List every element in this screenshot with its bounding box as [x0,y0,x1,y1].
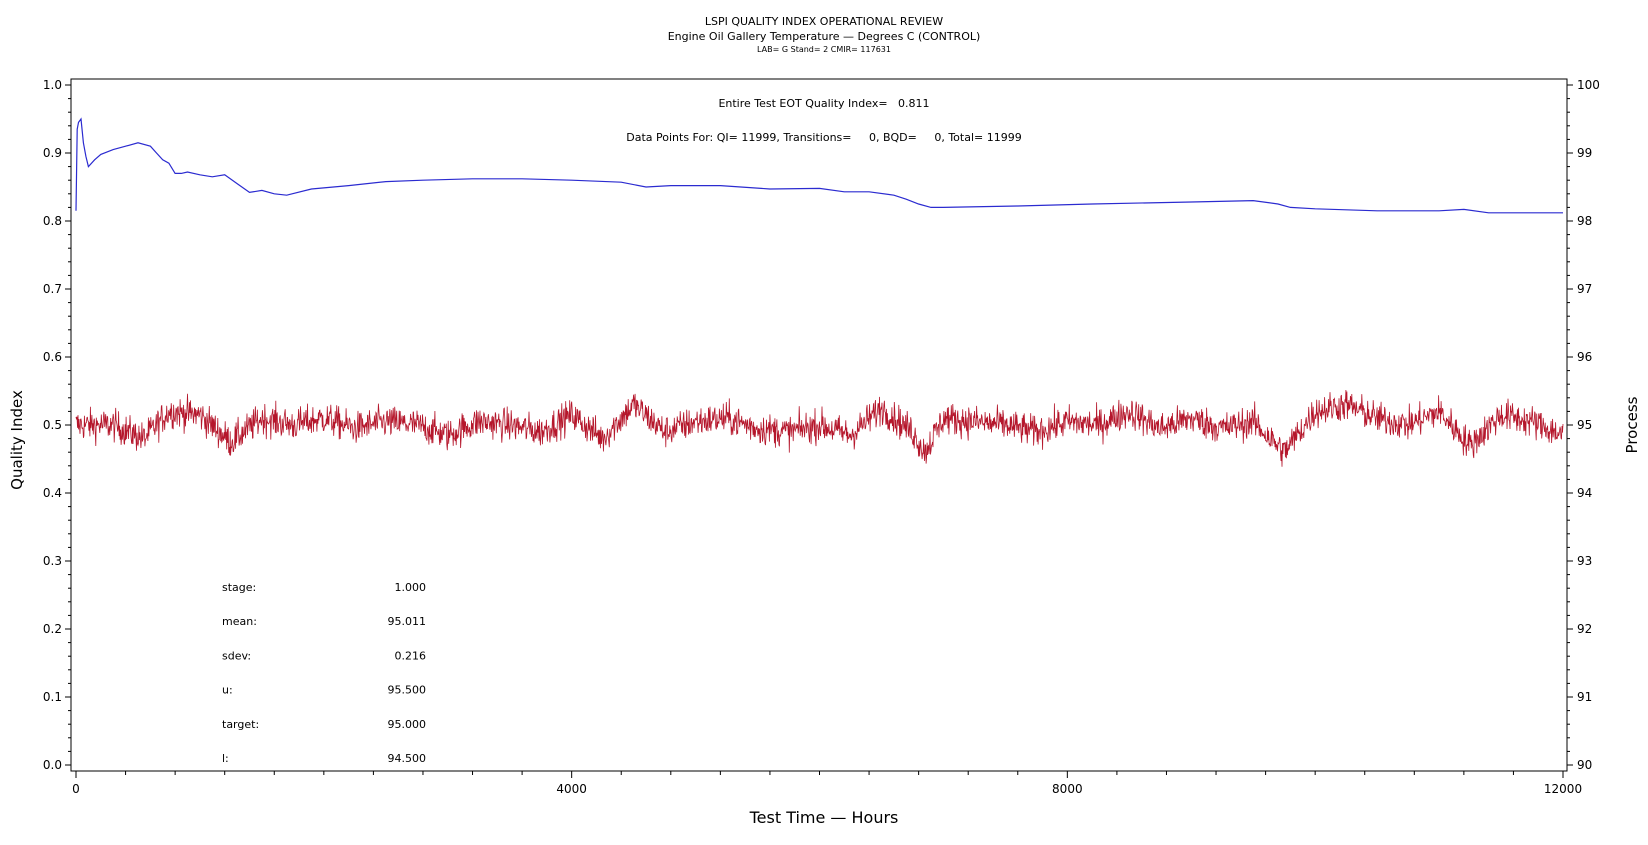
chart-title: LSPI QUALITY INDEX OPERATIONAL REVIEW [705,15,943,28]
y-tick-label: 0.6 [43,350,62,364]
y2-tick-label: 97 [1577,282,1592,296]
y-axis-right: 90 91 92 93 94 95 96 97 98 99 100 [1567,78,1600,772]
stats-table: stage: 1.000 mean: 95.011 sdev: 0.216 u: 95.500… [222,581,426,765]
stat-value: 1.000 [395,581,427,594]
y2-tick-label: 94 [1577,486,1592,500]
stat-label: mean: [222,615,257,628]
y-tick-label: 0.0 [43,758,62,772]
x-tick-label: 12000 [1544,782,1582,796]
x-tick-label: 8000 [1052,782,1083,796]
stat-value: 94.500 [388,752,427,765]
y-tick-label: 0.2 [43,622,62,636]
stat-label: stage: [222,581,256,594]
x-tick-label: 4000 [556,782,587,796]
y2-tick-label: 91 [1577,690,1592,704]
y2-tick-label: 96 [1577,350,1592,364]
y2-tick-label: 98 [1577,214,1592,228]
y2-tick-label: 100 [1577,78,1600,92]
y2-tick-label: 95 [1577,418,1592,432]
y2-tick-label: 90 [1577,758,1592,772]
y-tick-label: 0.9 [43,146,62,160]
y2-tick-label: 99 [1577,146,1592,160]
stat-label: l: [222,752,229,765]
y-tick-label: 0.8 [43,214,62,228]
y2-tick-label: 93 [1577,554,1592,568]
stat-value: 95.011 [388,615,427,628]
y-tick-label: 0.7 [43,282,62,296]
y-tick-label: 0.1 [43,690,62,704]
stat-label: target: [222,718,259,731]
stat-value: 0.216 [395,649,427,662]
stat-value: 95.000 [388,718,427,731]
process-series-line [75,389,1564,467]
y2-tick-label: 92 [1577,622,1592,636]
quality-index-series-line [75,117,1563,214]
x-tick-label: 0 [72,782,80,796]
chart-subtitle: Engine Oil Gallery Temperature — Degrees… [668,30,981,43]
y-axis-label: Quality Index [8,390,26,490]
stat-label: sdev: [222,649,251,662]
y2-axis-label: Process [1623,396,1641,453]
stat-value: 95.500 [388,684,427,697]
y-tick-label: 1.0 [43,78,62,92]
x-axis: 0 4000 8000 12000 [72,771,1582,796]
y-tick-label: 0.4 [43,486,62,500]
y-tick-label: 0.3 [43,554,62,568]
x-axis-label: Test Time — Hours [749,808,899,827]
stat-label: u: [222,684,233,697]
y-tick-label: 0.5 [43,418,62,432]
chart-subtitle-stand: LAB= G Stand= 2 CMIR= 117631 [757,45,891,54]
data-points-annotation: Data Points For: QI= 11999, Transitions=… [626,131,1021,144]
y-axis-left: 0.0 0.1 0.2 0.3 0.4 0.5 0.6 0.7 0.8 0.9 1.0 [43,78,71,772]
quality-index-annotation: Entire Test EOT Quality Index= 0.811 [718,97,929,110]
